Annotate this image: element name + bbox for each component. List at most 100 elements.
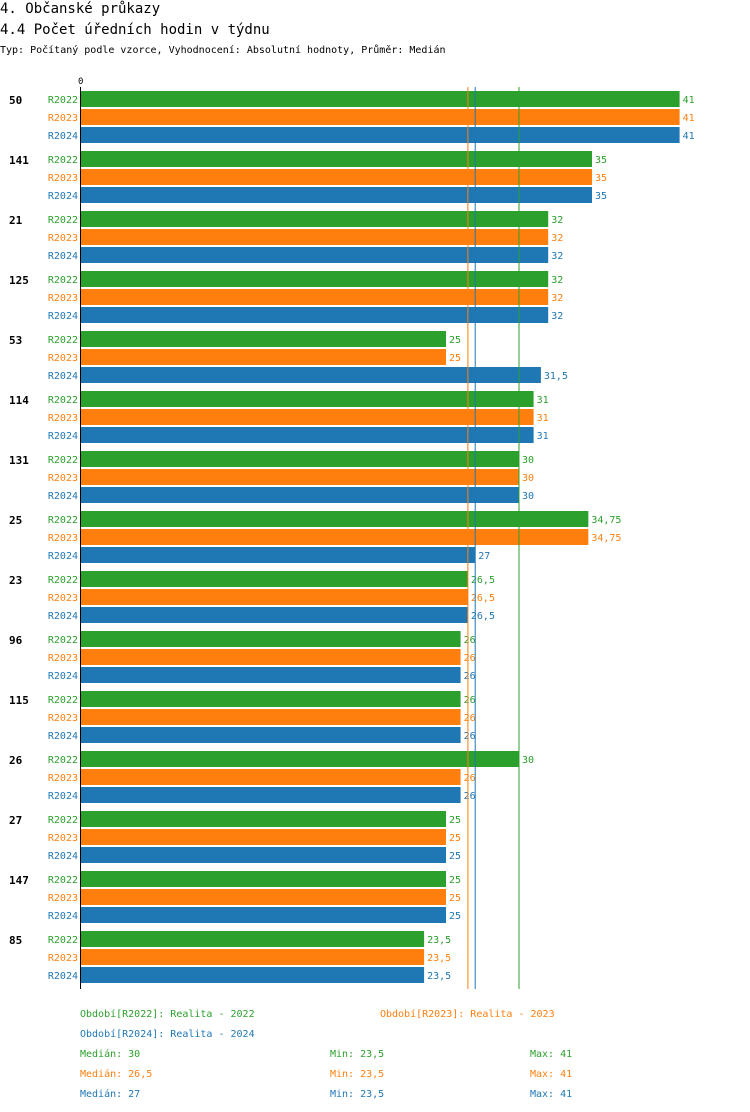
data-label: 26 — [464, 713, 476, 724]
category-label: 27 — [9, 814, 22, 827]
data-label: 25 — [449, 893, 461, 904]
legend-median-r2024: Medián: 27 — [80, 1089, 141, 1100]
bar — [81, 769, 461, 785]
data-label: 26 — [464, 671, 476, 682]
series-label: R2023 — [48, 773, 78, 784]
series-label: R2022 — [48, 755, 78, 766]
series-label: R2022 — [48, 275, 78, 286]
bar — [81, 931, 425, 947]
series-label: R2022 — [48, 575, 78, 586]
bar — [81, 271, 549, 287]
series-label: R2023 — [48, 353, 78, 364]
legend-median-r2023: Medián: 26,5 — [80, 1069, 153, 1080]
bar — [81, 367, 541, 383]
bar — [81, 787, 461, 803]
data-label: 31 — [537, 413, 549, 424]
data-label: 25 — [449, 815, 461, 826]
bar — [81, 811, 446, 827]
category-label: 21 — [9, 214, 23, 227]
bar — [81, 727, 461, 743]
bar — [81, 667, 461, 683]
data-label: 26,5 — [471, 611, 495, 622]
series-label: R2024 — [48, 131, 78, 142]
bar — [81, 607, 468, 623]
legend-period-r2022: Období[R2022]: Realita - 2022 — [80, 1009, 255, 1020]
series-label: R2023 — [48, 713, 78, 724]
bar — [81, 847, 446, 863]
bar — [81, 127, 680, 143]
bar — [81, 751, 519, 767]
chart-title: 4.4 Počet úředních hodin v týdnu — [0, 22, 270, 38]
series-label: R2023 — [48, 413, 78, 424]
data-label: 27 — [478, 551, 490, 562]
data-label: 30 — [522, 491, 534, 502]
bar — [81, 511, 589, 527]
data-label: 41 — [683, 131, 695, 142]
series-label: R2024 — [48, 431, 78, 442]
series-label: R2024 — [48, 671, 78, 682]
data-label: 23,5 — [427, 971, 451, 982]
bar — [81, 247, 549, 263]
category-label: 96 — [9, 634, 23, 647]
bar — [81, 307, 549, 323]
bar-chart: 0 50 R2022 41 R2023 41 R2024 41 141 R2022 35 R2023 3… — [9, 77, 695, 989]
data-label: 25 — [449, 875, 461, 886]
data-label: 25 — [449, 353, 461, 364]
data-label: 31,5 — [544, 371, 568, 382]
data-label: 26 — [464, 695, 476, 706]
category-label: 141 — [9, 154, 29, 167]
series-label: R2023 — [48, 833, 78, 844]
bar — [81, 151, 592, 167]
bar — [81, 91, 680, 107]
series-label: R2023 — [48, 593, 78, 604]
data-label: 25 — [449, 335, 461, 346]
bar — [81, 907, 446, 923]
bar — [81, 427, 534, 443]
data-label: 25 — [449, 833, 461, 844]
bar — [81, 691, 461, 707]
series-label: R2022 — [48, 935, 78, 946]
data-label: 35 — [595, 191, 607, 202]
category-label: 25 — [9, 514, 22, 527]
data-label: 41 — [683, 95, 695, 106]
axis-zero-label: 0 — [78, 77, 83, 87]
series-label: R2022 — [48, 515, 78, 526]
series-label: R2023 — [48, 173, 78, 184]
data-label: 32 — [551, 293, 563, 304]
data-label: 31 — [537, 431, 549, 442]
legend-max-r2024: Max: 41 — [530, 1089, 573, 1100]
bar — [81, 109, 680, 125]
series-label: R2023 — [48, 533, 78, 544]
bar — [81, 451, 519, 467]
data-label: 32 — [551, 251, 563, 262]
data-label: 32 — [551, 233, 563, 244]
series-label: R2023 — [48, 293, 78, 304]
series-label: R2024 — [48, 791, 78, 802]
series-label: R2022 — [48, 695, 78, 706]
data-label: 26 — [464, 635, 476, 646]
series-label: R2024 — [48, 551, 78, 562]
data-label: 26 — [464, 653, 476, 664]
legend-max-r2022: Max: 41 — [530, 1049, 573, 1060]
series-label: R2024 — [48, 371, 78, 382]
series-label: R2023 — [48, 653, 78, 664]
category-label: 115 — [9, 694, 29, 707]
category-label: 114 — [9, 394, 29, 407]
series-label: R2024 — [48, 611, 78, 622]
data-label: 26,5 — [471, 593, 495, 604]
bar — [81, 529, 589, 545]
bar — [81, 391, 534, 407]
bar — [81, 487, 519, 503]
series-label: R2024 — [48, 191, 78, 202]
legend-period-r2023: Období[R2023]: Realita - 2023 — [380, 1009, 555, 1020]
series-label: R2024 — [48, 911, 78, 922]
legend-period-r2024: Období[R2024]: Realita - 2024 — [80, 1029, 255, 1040]
data-label: 26 — [464, 791, 476, 802]
series-label: R2024 — [48, 311, 78, 322]
legend-max-r2023: Max: 41 — [530, 1069, 573, 1080]
page-title: 4. Občanské průkazy — [0, 1, 161, 17]
series-label: R2023 — [48, 893, 78, 904]
bar — [81, 649, 461, 665]
data-label: 23,5 — [427, 935, 451, 946]
data-label: 26,5 — [471, 575, 495, 586]
